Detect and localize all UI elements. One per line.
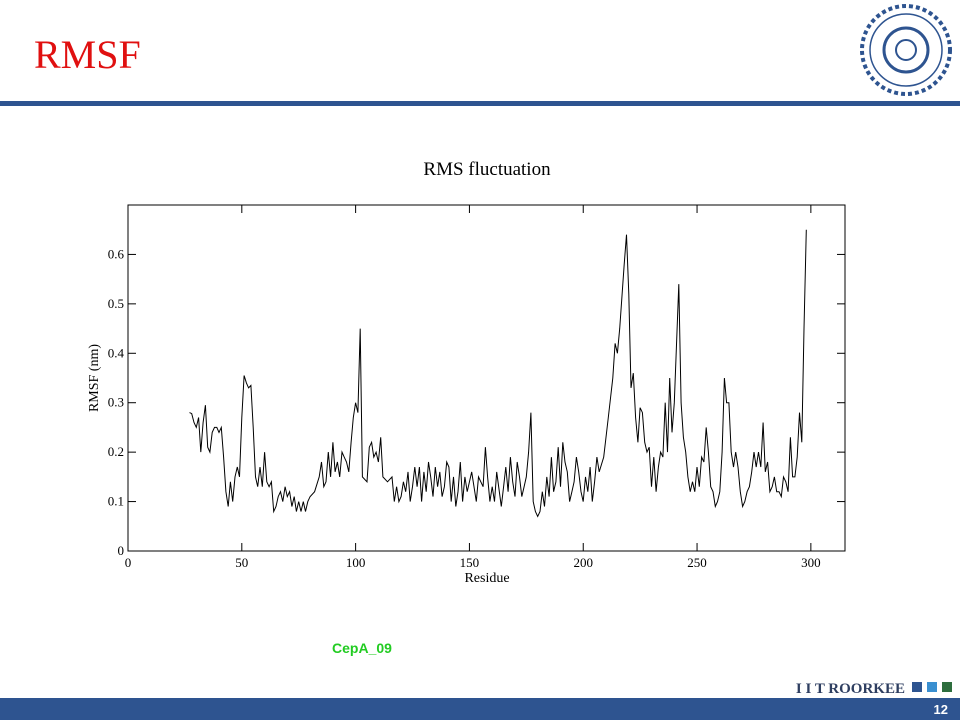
y-tick-label: 0.1: [108, 494, 124, 509]
footer-bar: [0, 698, 960, 720]
plot-frame: [127, 204, 846, 552]
y-axis-label: RMSF (nm): [87, 344, 102, 412]
brand-square: [927, 682, 937, 692]
logo: [860, 4, 952, 96]
x-axis-label: Residue: [464, 571, 509, 586]
y-tick-label: 0: [118, 543, 125, 558]
x-tick-label: 200: [573, 555, 593, 570]
y-tick-label: 0.5: [108, 296, 124, 311]
footer-brand: I I T ROORKEE: [796, 681, 905, 697]
caption: CepA_09: [332, 640, 392, 656]
slide-title: RMSF: [34, 32, 141, 77]
y-tick-label: 0.6: [108, 246, 125, 261]
x-tick-label: 50: [235, 555, 248, 570]
x-tick-label: 300: [801, 555, 821, 570]
header-rule: [0, 101, 960, 106]
y-tick-label: 0.3: [108, 395, 124, 410]
x-tick-label: 250: [687, 555, 707, 570]
y-tick-label: 0.4: [108, 345, 125, 360]
y-tick-label: 0.2: [108, 444, 124, 459]
brand-square: [912, 682, 922, 692]
brand-square: [942, 682, 952, 692]
page-number: 12: [934, 702, 948, 717]
data-line: [189, 229, 807, 518]
x-tick-label: 0: [125, 555, 132, 570]
x-tick-label: 100: [346, 555, 366, 570]
chart-title: RMS fluctuation: [423, 159, 551, 180]
x-tick-label: 150: [460, 555, 480, 570]
